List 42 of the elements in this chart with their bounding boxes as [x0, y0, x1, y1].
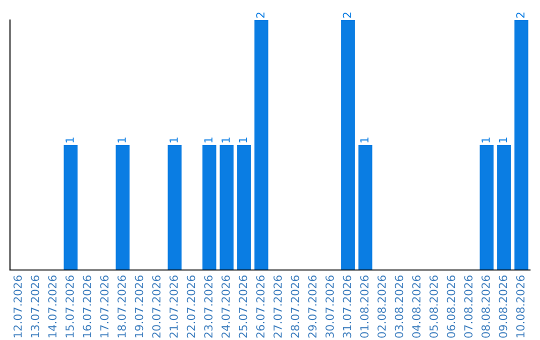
x-tick-label: 03.08.2026 — [394, 276, 404, 338]
x-tick-label: 30.07.2026 — [325, 276, 334, 338]
data-label: 1 — [204, 138, 212, 142]
x-tick-label: 09.08.2026 — [498, 276, 508, 338]
x-tick-label: 31.07.2026 — [342, 276, 352, 338]
x-tick-label: 25.07.2026 — [238, 276, 248, 338]
x-tick-label: 04.08.2026 — [412, 276, 421, 338]
data-label: 1 — [498, 138, 508, 142]
data-label: 1 — [170, 138, 178, 142]
x-tick-label: 16.07.2026 — [82, 276, 92, 338]
x-tick-label: 12.07.2026 — [13, 276, 22, 338]
x-tick-label: 21.07.2026 — [169, 276, 178, 338]
x-tick-label: 17.07.2026 — [100, 276, 109, 338]
x-tick-label: 05.08.2026 — [429, 276, 438, 338]
x-tick-label: 07.08.2026 — [464, 276, 473, 338]
data-label: 2 — [516, 12, 524, 18]
x-tick-label: 13.07.2026 — [30, 276, 40, 338]
data-label: 1 — [238, 138, 248, 142]
x-tick-label: 10.08.2026 — [516, 276, 525, 338]
x-tick-label: 19.07.2026 — [134, 276, 144, 338]
x-tick-label: 22.07.2026 — [186, 276, 196, 338]
x-tick-label: 23.07.2026 — [204, 276, 213, 338]
x-tick-label: 06.08.2026 — [446, 276, 456, 338]
data-label: 1 — [66, 138, 74, 142]
data-label: 1 — [360, 138, 368, 142]
x-tick-label: 27.07.2026 — [273, 276, 282, 338]
x-tick-label: 28.07.2026 — [290, 276, 300, 338]
x-tick-label: 08.08.2026 — [481, 276, 490, 338]
x-tick-label: 29.07.2026 — [308, 276, 317, 338]
data-label: 1 — [222, 138, 230, 142]
x-tick-label: 18.07.2026 — [117, 276, 126, 338]
data-label: 2 — [342, 12, 352, 18]
x-tick-label: 01.08.2026 — [360, 276, 369, 338]
data-label: 2 — [256, 12, 264, 18]
x-tick-label: 24.07.2026 — [221, 276, 230, 338]
x-tick-label: 14.07.2026 — [48, 276, 57, 338]
x-tick-label: 15.07.2026 — [65, 276, 74, 338]
data-label: 1 — [118, 138, 126, 142]
data-label: 1 — [482, 138, 490, 142]
x-tick-label: 26.07.2026 — [256, 276, 265, 338]
x-tick-label: 20.07.2026 — [152, 276, 161, 338]
x-tick-label: 02.08.2026 — [377, 276, 386, 338]
